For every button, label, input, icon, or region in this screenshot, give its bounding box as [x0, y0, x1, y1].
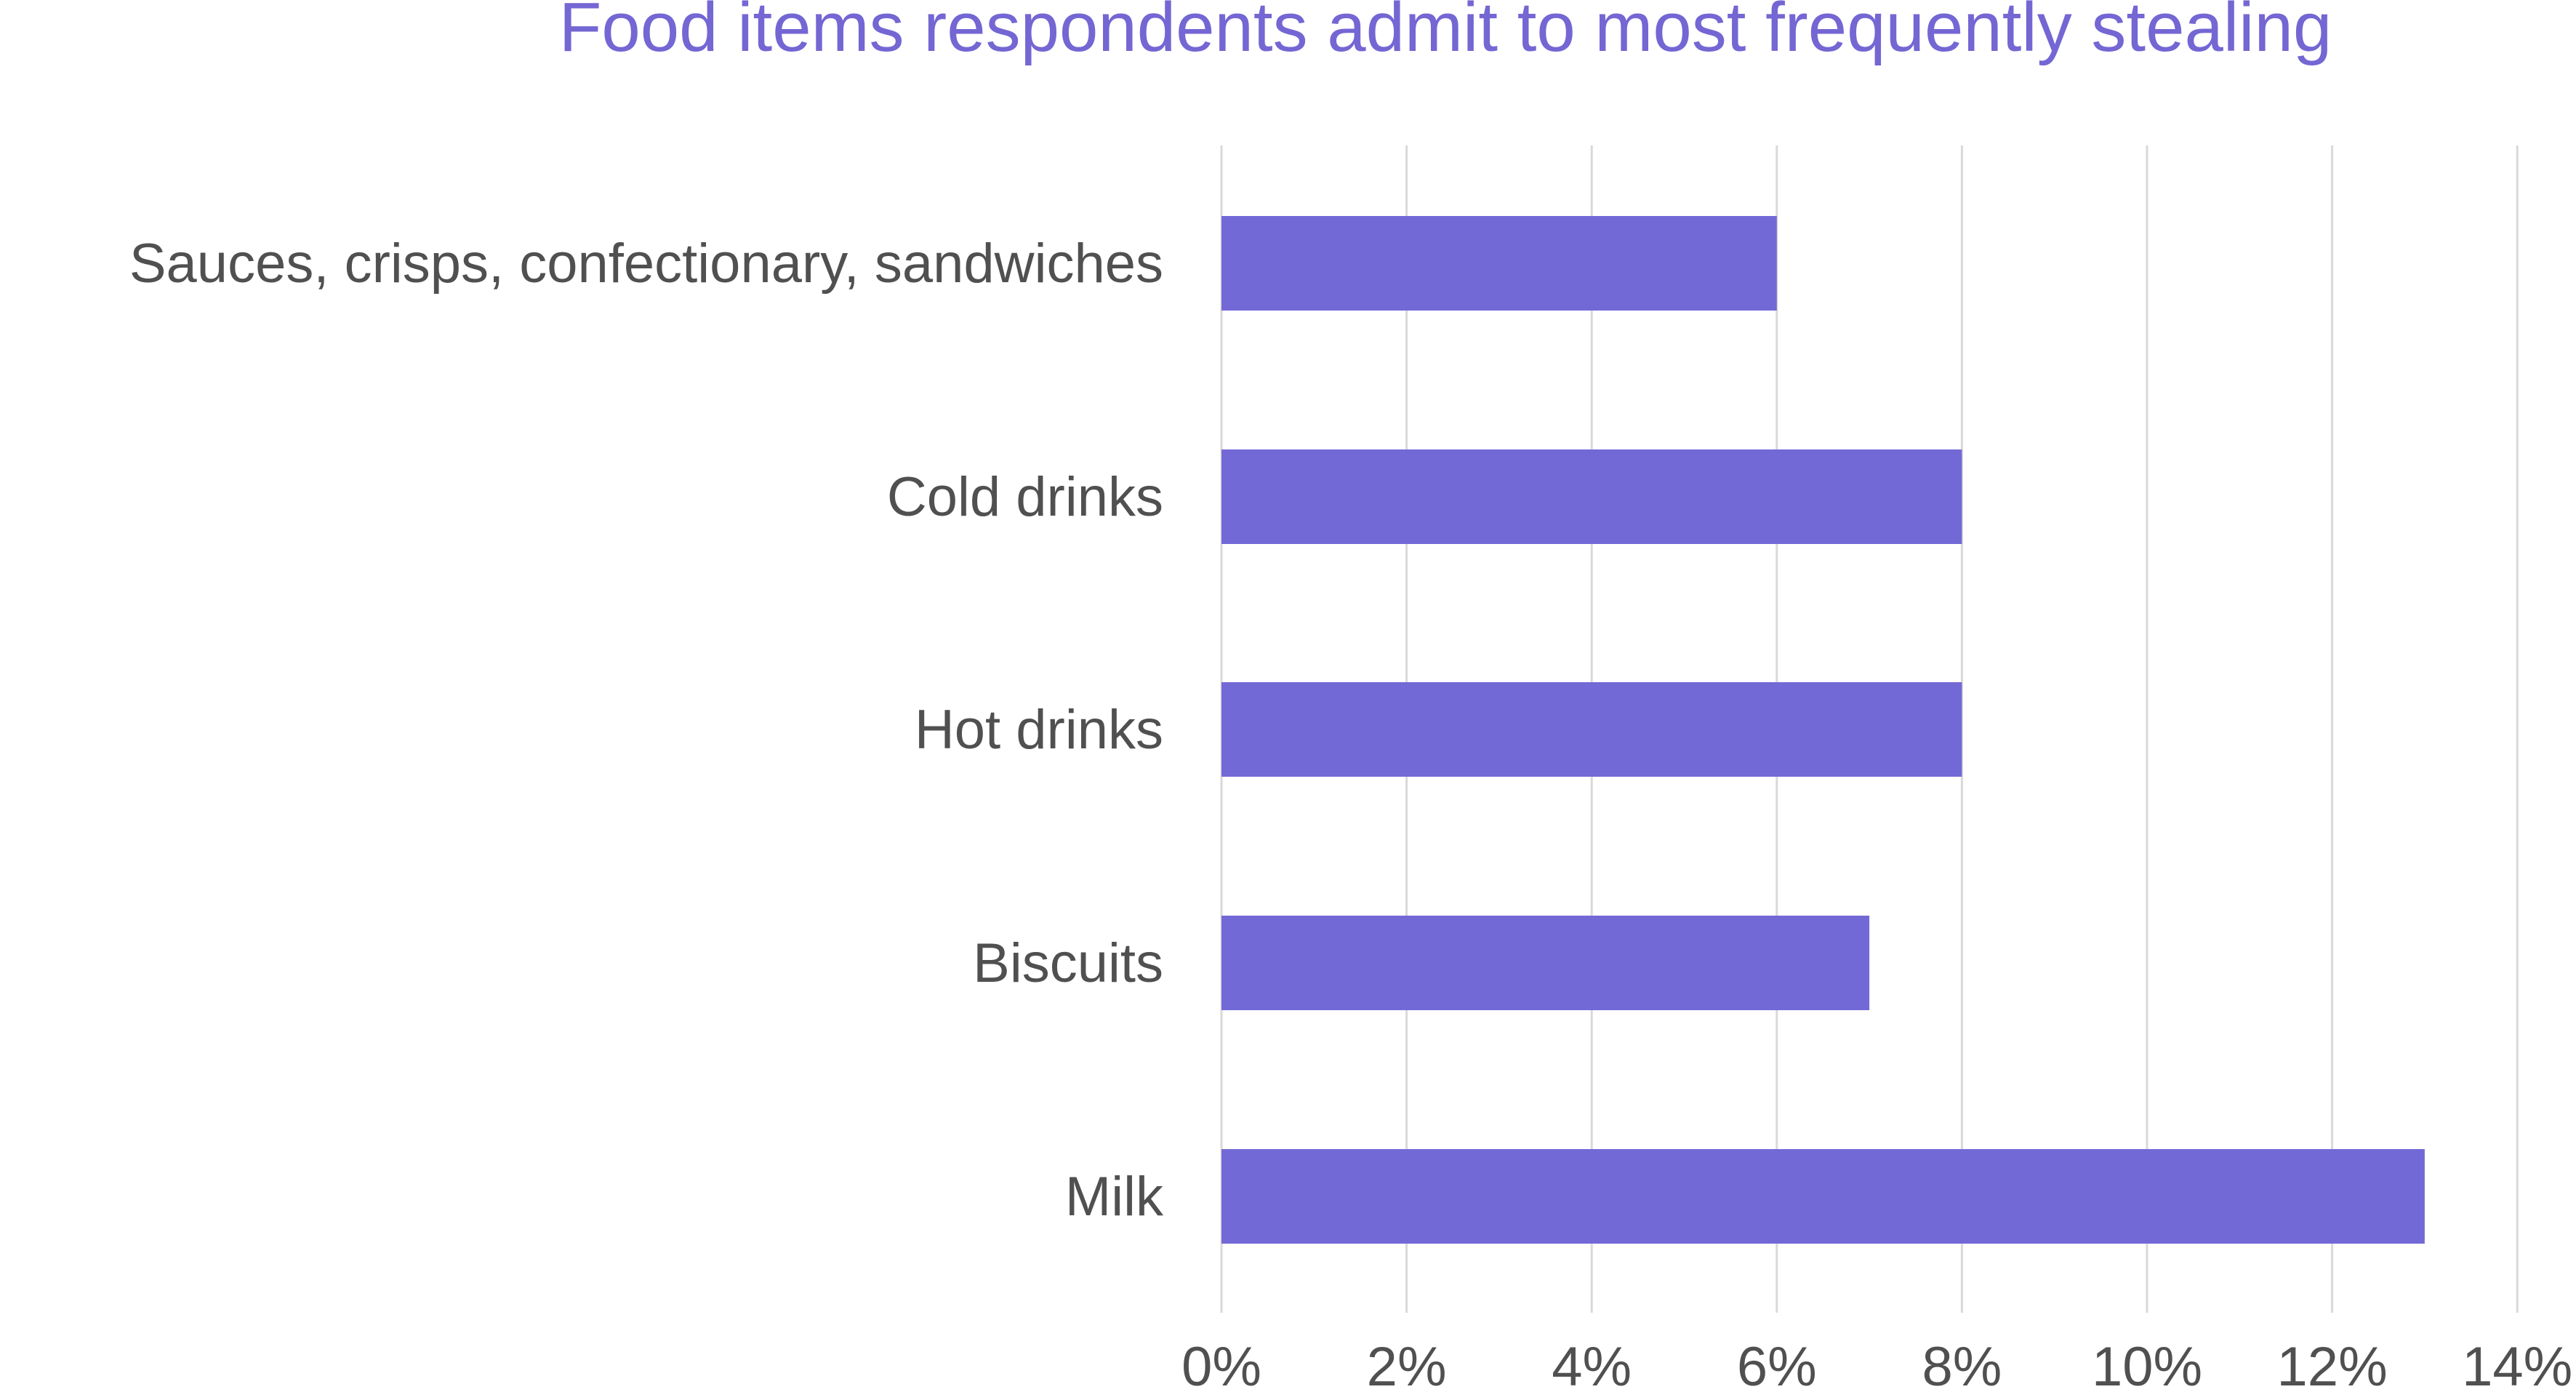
bar [1221, 682, 1962, 777]
chart-title: Food items respondents admit to most fre… [559, 0, 2332, 66]
x-tick-label: 4% [1552, 1336, 1632, 1392]
x-tick-label: 12% [2277, 1336, 2388, 1392]
category-label: Biscuits [973, 932, 1163, 994]
x-tick-label: 8% [1922, 1336, 2002, 1392]
bar [1221, 216, 1777, 311]
x-tick-label: 14% [2462, 1336, 2572, 1392]
bars [1221, 216, 2425, 1244]
category-label: Sauces, crisps, confectionary, sandwiche… [129, 233, 1163, 295]
x-tick-label: 6% [1737, 1336, 1817, 1392]
category-label: Milk [1065, 1166, 1164, 1228]
category-label: Hot drinks [915, 699, 1163, 761]
x-tick-label: 0% [1181, 1336, 1261, 1392]
category-labels: Sauces, crisps, confectionary, sandwiche… [129, 233, 1164, 1228]
x-tick-label: 2% [1367, 1336, 1447, 1392]
x-axis-tick-labels: 0% 2% 4% 6% 8% 10% 12% 14% [1181, 1336, 2572, 1392]
x-tick-label: 10% [2092, 1336, 2202, 1392]
bar [1221, 1149, 2425, 1244]
category-label: Cold drinks [887, 466, 1163, 528]
bar [1221, 449, 1962, 544]
bar [1221, 916, 1870, 1010]
